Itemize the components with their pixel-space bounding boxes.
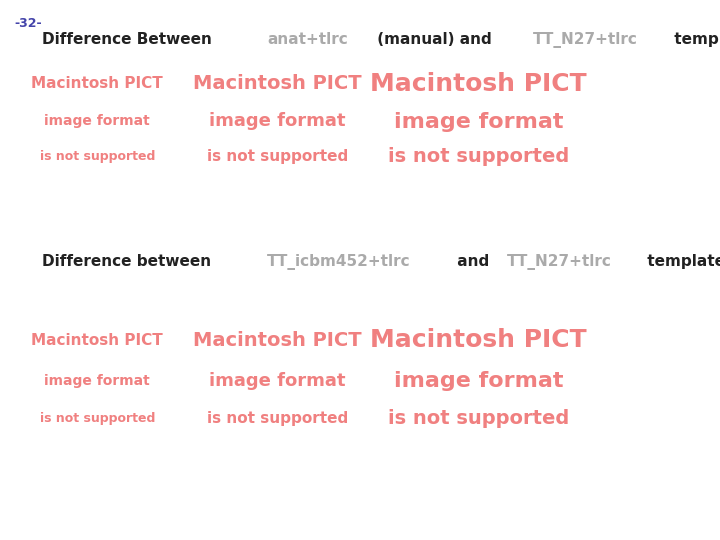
Text: image format: image format [394, 370, 564, 391]
Text: is not supported: is not supported [388, 147, 570, 166]
Text: -32-: -32- [14, 17, 42, 30]
Text: is not supported: is not supported [40, 412, 155, 425]
Text: anat+tlrc: anat+tlrc [268, 32, 348, 48]
Text: is not supported: is not supported [40, 150, 155, 163]
Text: is not supported: is not supported [207, 149, 348, 164]
Text: image format: image format [209, 112, 346, 131]
Text: Macintosh PICT: Macintosh PICT [193, 330, 361, 350]
Text: Macintosh PICT: Macintosh PICT [371, 72, 587, 96]
Text: templates: templates [642, 254, 720, 269]
Text: Difference Between: Difference Between [42, 32, 217, 48]
Text: TT_icbm452+tlrc: TT_icbm452+tlrc [267, 254, 410, 269]
Text: Macintosh PICT: Macintosh PICT [371, 328, 587, 352]
Text: TT_N27+tlrc: TT_N27+tlrc [507, 254, 612, 269]
Text: image format: image format [394, 111, 564, 132]
Text: TT_N27+tlrc: TT_N27+tlrc [534, 32, 638, 48]
Text: image format: image format [45, 374, 150, 388]
Text: (manual) and: (manual) and [372, 32, 497, 48]
Text: image format: image format [209, 372, 346, 390]
Text: and: and [452, 254, 495, 269]
Text: is not supported: is not supported [388, 409, 570, 428]
Text: Difference between: Difference between [42, 254, 216, 269]
Text: Macintosh PICT: Macintosh PICT [32, 333, 163, 348]
Text: template: template [669, 32, 720, 48]
Text: Macintosh PICT: Macintosh PICT [193, 74, 361, 93]
Text: image format: image format [45, 114, 150, 129]
Text: is not supported: is not supported [207, 411, 348, 426]
Text: Macintosh PICT: Macintosh PICT [32, 76, 163, 91]
